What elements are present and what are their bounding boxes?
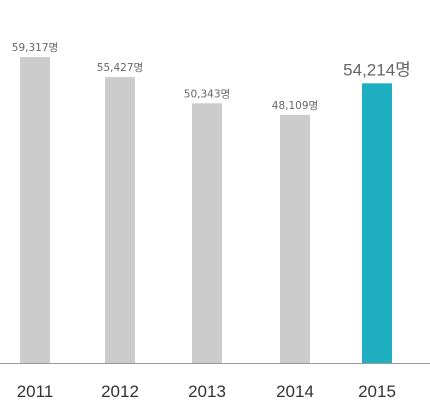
x-tick-label-2013: 2013 [188,382,226,400]
value-label-2014: 48,109명 [272,100,318,112]
x-tick-label-2012: 2012 [101,382,139,400]
x-tick-label-2014: 2014 [276,382,314,400]
value-label-2013: 50,343명 [184,88,230,100]
bar-2015 [362,83,392,364]
x-tick-label-2015: 2015 [358,382,396,400]
x-tick-label-2011: 2011 [17,382,54,400]
bar-2014 [280,114,310,363]
value-label-2011: 59,317명 [12,42,58,54]
bar-2012 [105,77,135,363]
bar-2011 [20,57,50,363]
value-label-2015: 54,214명 [343,60,411,79]
bar-2013 [192,103,222,364]
value-label-2012: 55,427명 [97,62,143,74]
